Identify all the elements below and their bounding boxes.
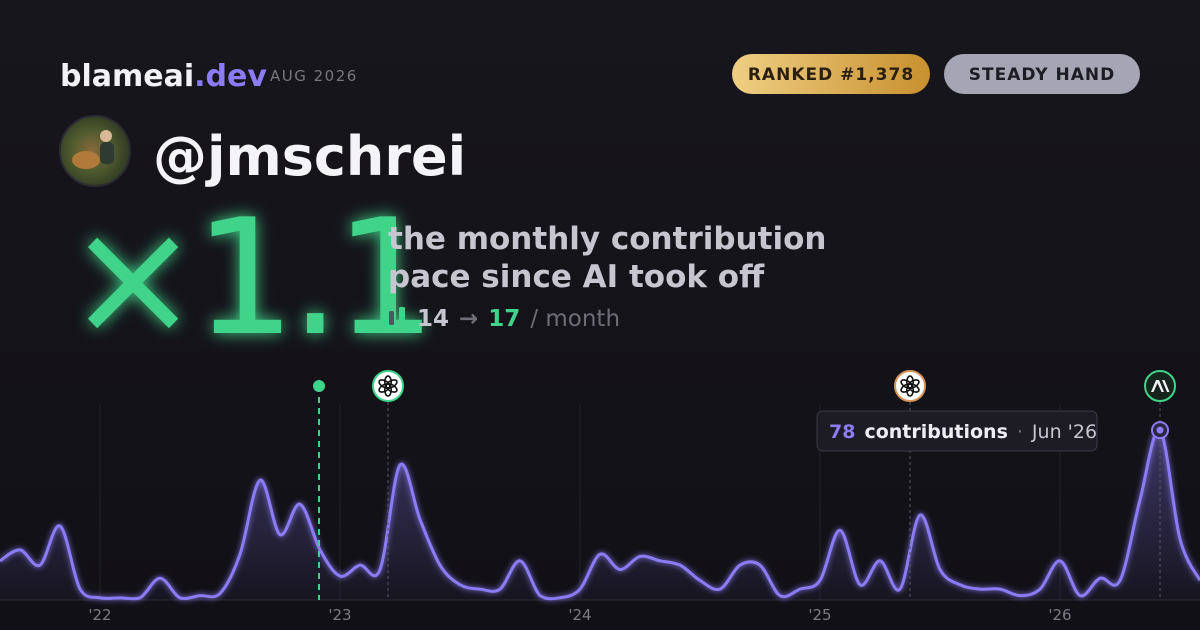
stat-unit: / month	[530, 306, 620, 332]
brand-suffix: .dev	[194, 59, 267, 94]
stat-before: 14	[417, 306, 449, 332]
avatar	[59, 115, 131, 187]
tooltip-date: Jun '26	[1031, 421, 1097, 443]
multiplier: ×1.1	[66, 184, 431, 371]
x-tick-label: '22	[88, 606, 111, 624]
avatar-dog	[72, 151, 100, 169]
style-badge	[944, 54, 1140, 94]
handle: @jmschrei	[153, 125, 466, 188]
tooltip-label: contributions	[864, 421, 1007, 443]
highlight-dot	[1156, 426, 1164, 434]
stats: 14 → 17 / month	[417, 306, 620, 332]
openai-petal	[378, 379, 391, 389]
line	[0, 428, 1200, 601]
description-line: the monthly contribution	[388, 221, 826, 257]
stat-icon-after	[399, 307, 405, 325]
milestone	[372, 370, 405, 600]
tooltip-text: 78 contributions · Jun '26	[829, 421, 1097, 443]
milestone-icon-bg	[372, 370, 405, 402]
x-tick-label: '24	[568, 606, 591, 624]
description-line: pace since AI took off	[388, 259, 765, 295]
tooltip-value: 78	[829, 421, 855, 443]
stat-arrow: →	[459, 306, 478, 332]
x-tick-label: '26	[1048, 606, 1071, 624]
area	[0, 429, 1200, 600]
milestone	[313, 380, 326, 600]
avatar-face	[100, 130, 112, 142]
milestone-icon-bg	[894, 370, 927, 402]
tooltip-box	[816, 410, 1098, 452]
period: AUG 2026	[270, 67, 358, 85]
anthropic-logo	[1151, 380, 1170, 392]
tooltip-separator: ·	[1017, 421, 1023, 443]
style-badge-text: STEADY HAND	[969, 65, 1115, 85]
chart: '22 '23 '24 '25 '26	[0, 370, 1200, 624]
x-tick-label: '25	[808, 606, 831, 624]
x-tick-label: '23	[328, 606, 351, 624]
rank-badge-text: RANKED #1,378	[748, 65, 914, 85]
rank-badge	[732, 54, 930, 94]
brand-name: blameai	[60, 59, 194, 94]
openai-petal	[900, 379, 913, 389]
brand: blameai.dev	[60, 59, 267, 94]
milestone	[1144, 370, 1177, 600]
stat-icon-before	[389, 311, 394, 325]
avatar-body	[100, 142, 114, 164]
stat-after: 17	[488, 306, 520, 332]
tooltip: 78 contributions · Jun '26	[816, 410, 1098, 452]
milestone-dot	[313, 380, 326, 392]
